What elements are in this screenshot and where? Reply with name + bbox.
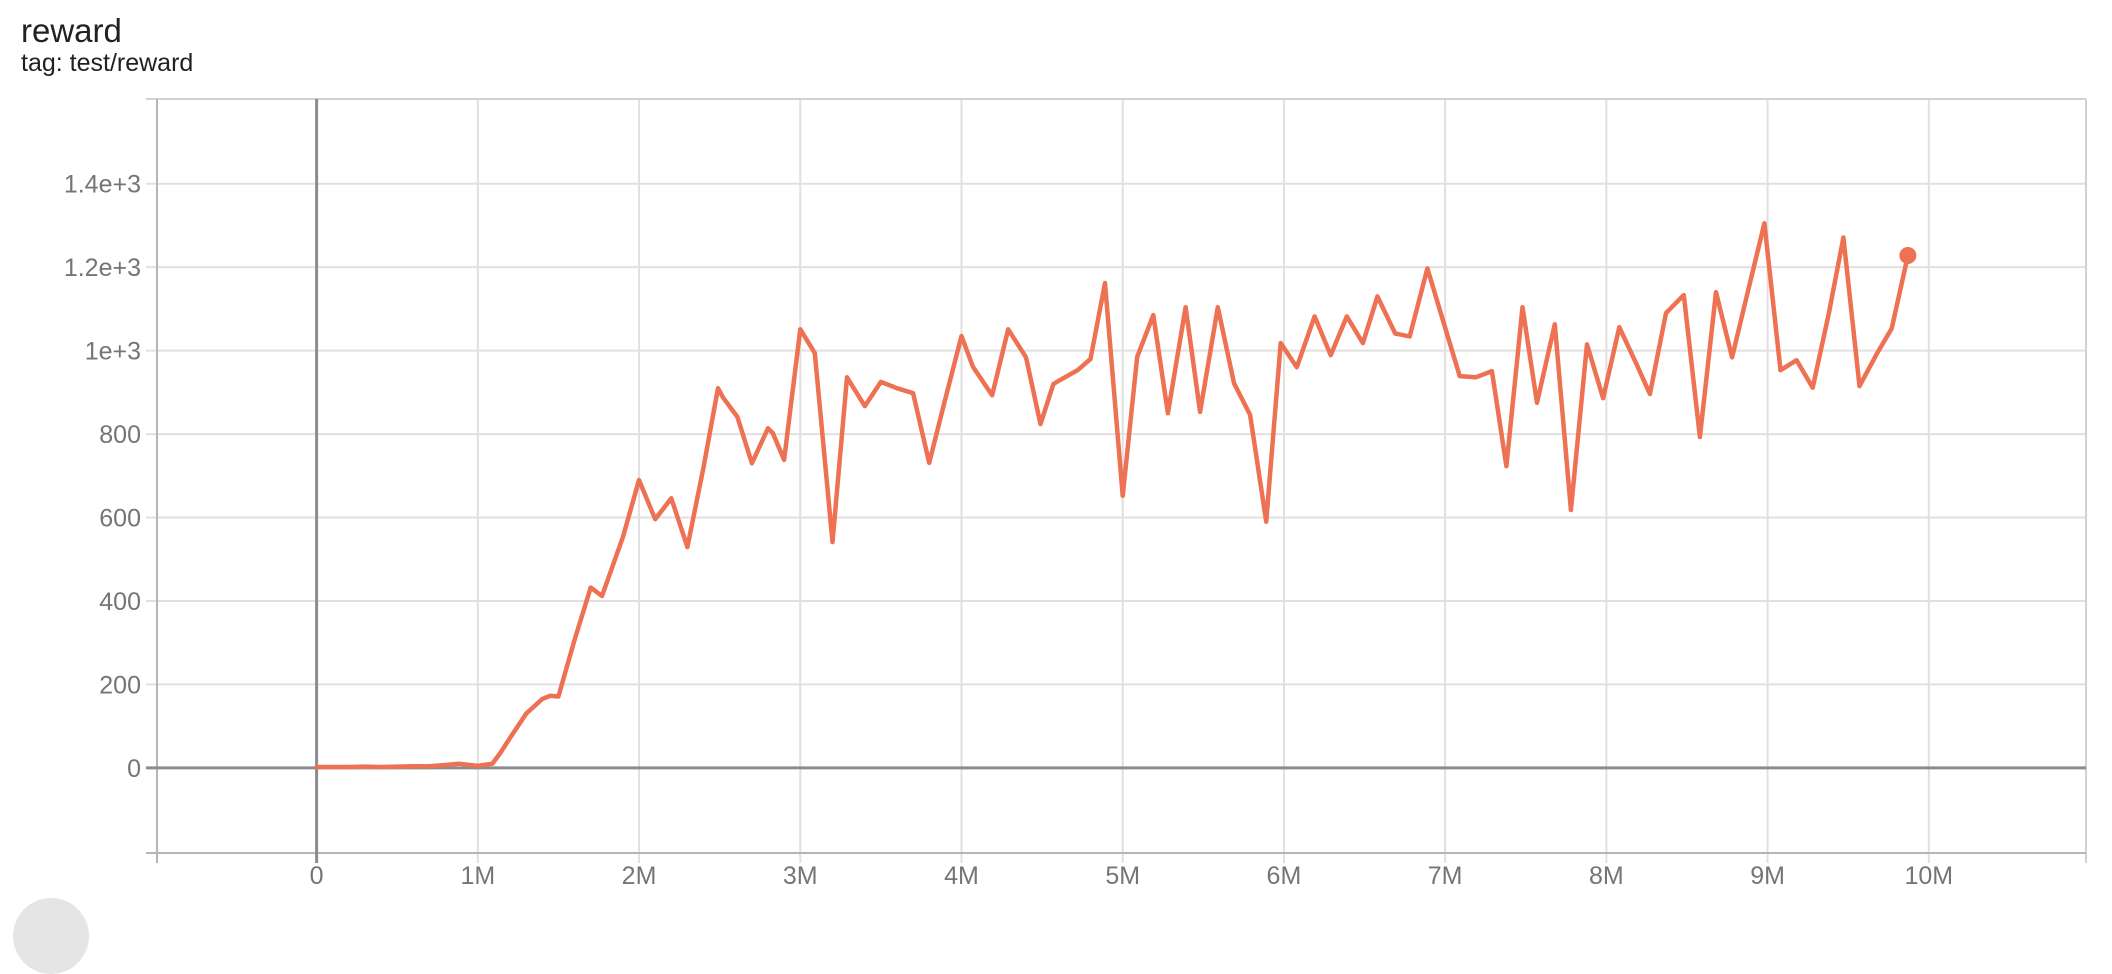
x-tick-label: 5M — [1105, 862, 1140, 890]
x-tick-label: 10M — [1904, 862, 1953, 890]
zero-lines — [146, 99, 2086, 863]
plot-area[interactable] — [157, 99, 2086, 853]
x-tick-label: 2M — [622, 862, 657, 890]
x-tick-label: 7M — [1428, 862, 1463, 890]
chart-title: reward — [21, 12, 122, 49]
chart-tag-subtitle: tag: test/reward — [21, 49, 194, 77]
axis-tick-labels: 0 200 400 600 800 1e+3 1.2e+3 1.4e+3 0 1M 2M 3M 4M 5M… — [64, 171, 1953, 890]
reward-line — [314, 221, 1911, 770]
x-tick-label: 1M — [460, 862, 495, 890]
y-tick-label: 1.2e+3 — [64, 254, 141, 282]
chart-header: reward tag: test/reward — [21, 12, 193, 78]
axis-borders — [146, 98, 2087, 863]
bottom-left-fab-circle[interactable] — [13, 898, 89, 974]
last-point-marker — [1899, 246, 1917, 264]
series-group — [314, 221, 1917, 770]
y-tick-label: 400 — [99, 588, 141, 616]
x-tick-label: 0 — [310, 862, 324, 890]
x-tick-label: 4M — [944, 862, 979, 890]
x-tick-label: 8M — [1589, 862, 1624, 890]
x-tick-label: 3M — [783, 862, 818, 890]
y-tick-label: 1e+3 — [85, 338, 141, 366]
x-tick-label: 6M — [1267, 862, 1302, 890]
gridlines — [146, 99, 2086, 863]
y-tick-label: 800 — [99, 421, 141, 449]
scalar-chart-svg[interactable]: 0 200 400 600 800 1e+3 1.2e+3 1.4e+3 0 1M 2M 3M 4M 5M… — [0, 0, 2112, 908]
y-tick-label: 1.4e+3 — [64, 171, 141, 199]
y-tick-label: 0 — [127, 755, 141, 783]
x-tick-label: 9M — [1750, 862, 1785, 890]
y-tick-label: 600 — [99, 505, 141, 533]
y-tick-label: 200 — [99, 671, 141, 699]
